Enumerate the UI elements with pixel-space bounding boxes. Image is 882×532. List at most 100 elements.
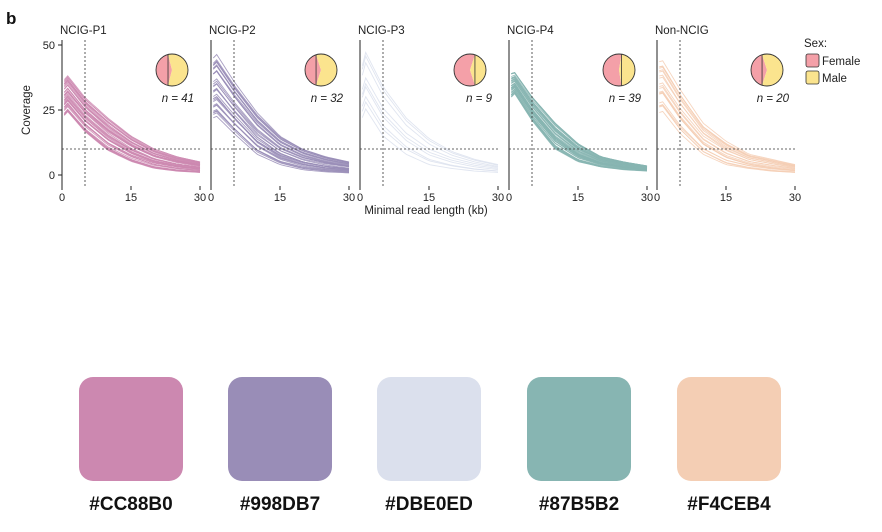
panel-title: NCIG-P2 <box>209 25 256 37</box>
y-tick-label: 25 <box>43 105 55 117</box>
series-line <box>361 95 499 172</box>
color-swatch <box>527 377 631 481</box>
n-label: n = 41 <box>162 93 194 105</box>
series-line <box>63 77 201 163</box>
series-line <box>212 65 350 165</box>
y-tick-label: 0 <box>49 170 55 182</box>
series-line <box>659 105 796 173</box>
x-axis-title: Minimal read length (kb) <box>364 205 488 217</box>
series-lines <box>659 60 796 173</box>
series-line <box>361 51 499 166</box>
pie-slice-male <box>168 54 188 86</box>
pie-slice-female <box>750 54 767 86</box>
series-line <box>361 107 499 173</box>
series-line <box>659 70 796 168</box>
x-tick-label: 30 <box>194 192 206 204</box>
x-tick-label: 15 <box>720 192 732 204</box>
panel-title: NCIG-P4 <box>507 25 554 37</box>
series-lines <box>361 51 499 173</box>
color-swatch-label: #DBE0ED <box>385 494 473 515</box>
legend: Sex: Female Male <box>804 38 860 85</box>
panel-letter: b <box>6 9 16 28</box>
series-line <box>361 76 499 168</box>
series-line <box>511 72 648 167</box>
color-swatch-label: #CC88B0 <box>89 494 173 515</box>
series-line <box>361 61 499 167</box>
series-line <box>659 60 796 166</box>
series-line <box>659 86 796 170</box>
series-line <box>213 87 350 170</box>
color-swatch-label: #87B5B2 <box>538 494 620 515</box>
panel-title: NCIG-P3 <box>358 25 405 37</box>
x-tick-label: 15 <box>274 192 286 204</box>
series-lines <box>212 53 350 174</box>
series-line <box>361 54 499 166</box>
pie-slice-female <box>454 54 475 86</box>
series-line <box>659 90 796 170</box>
series-lines <box>510 72 648 172</box>
color-swatch-label: #F4CEB4 <box>687 494 771 515</box>
color-swatch <box>228 377 332 481</box>
panel-ncig-p2: NCIG-P2 0 15 30 n = 32 <box>208 25 355 204</box>
legend-label-male: Male <box>822 73 847 85</box>
color-swatch-label: #998DB7 <box>239 494 321 515</box>
series-line <box>213 115 350 174</box>
series-line <box>511 79 648 169</box>
panel-title: NCIG-P1 <box>60 25 107 37</box>
series-line <box>212 61 350 164</box>
series-lines <box>63 75 201 173</box>
legend-swatch-male <box>805 70 820 85</box>
x-tick-label: 30 <box>343 192 355 204</box>
pie-outline <box>155 53 189 87</box>
panel-ncig-p4: NCIG-P4 0 15 30 n = 39 <box>506 25 653 204</box>
pie-slice-male <box>470 54 487 86</box>
panel-non-ncig: Non-NCIG 0 15 30 n = 20 <box>654 25 801 204</box>
series-line <box>361 85 499 171</box>
x-tick-label: 15 <box>423 192 435 204</box>
series-line <box>213 110 350 173</box>
legend-label-female: Female <box>822 56 860 68</box>
series-line <box>63 78 201 164</box>
series-line <box>213 82 350 169</box>
pie-outline <box>304 53 338 87</box>
series-line <box>659 92 796 171</box>
x-tick-label: 0 <box>357 192 363 204</box>
x-tick-label: 0 <box>506 192 512 204</box>
color-swatch <box>377 377 481 481</box>
series-line <box>212 53 350 164</box>
y-tick-label: 50 <box>43 40 55 52</box>
n-label: n = 39 <box>609 93 642 105</box>
color-swatch <box>79 377 183 481</box>
legend-title: Sex: <box>804 38 827 50</box>
n-label: n = 20 <box>757 93 790 105</box>
x-tick-label: 30 <box>492 192 504 204</box>
pie-outline <box>453 53 487 87</box>
series-line <box>361 82 499 169</box>
series-line <box>63 109 201 172</box>
n-label: n = 9 <box>466 93 493 105</box>
panel-title: Non-NCIG <box>655 25 709 37</box>
pie-slice-male <box>619 54 635 86</box>
x-tick-label: 0 <box>654 192 660 204</box>
panel-ncig-p3: NCIG-P3 0 15 30 n = 9 <box>357 25 504 204</box>
x-tick-label: 0 <box>208 192 214 204</box>
pie-outline <box>750 53 784 87</box>
pie-outline <box>602 53 636 87</box>
series-line <box>63 84 201 165</box>
series-line <box>212 59 350 163</box>
color-swatch <box>677 377 781 481</box>
y-axis-title: Coverage <box>21 85 33 135</box>
x-tick-label: 15 <box>125 192 137 204</box>
pie-slice-male <box>762 53 783 87</box>
x-tick-label: 30 <box>789 192 801 204</box>
panel-ncig-p1: NCIG-P1 0 15 30 n = 41 0 25 50 <box>43 25 206 204</box>
x-tick-label: 15 <box>572 192 584 204</box>
pie-slice-male <box>316 54 337 86</box>
series-line <box>63 79 201 165</box>
series-line <box>213 78 350 167</box>
x-tick-label: 0 <box>59 192 65 204</box>
series-line <box>510 89 648 172</box>
pie-slice-female <box>602 54 622 86</box>
series-line <box>213 70 350 167</box>
